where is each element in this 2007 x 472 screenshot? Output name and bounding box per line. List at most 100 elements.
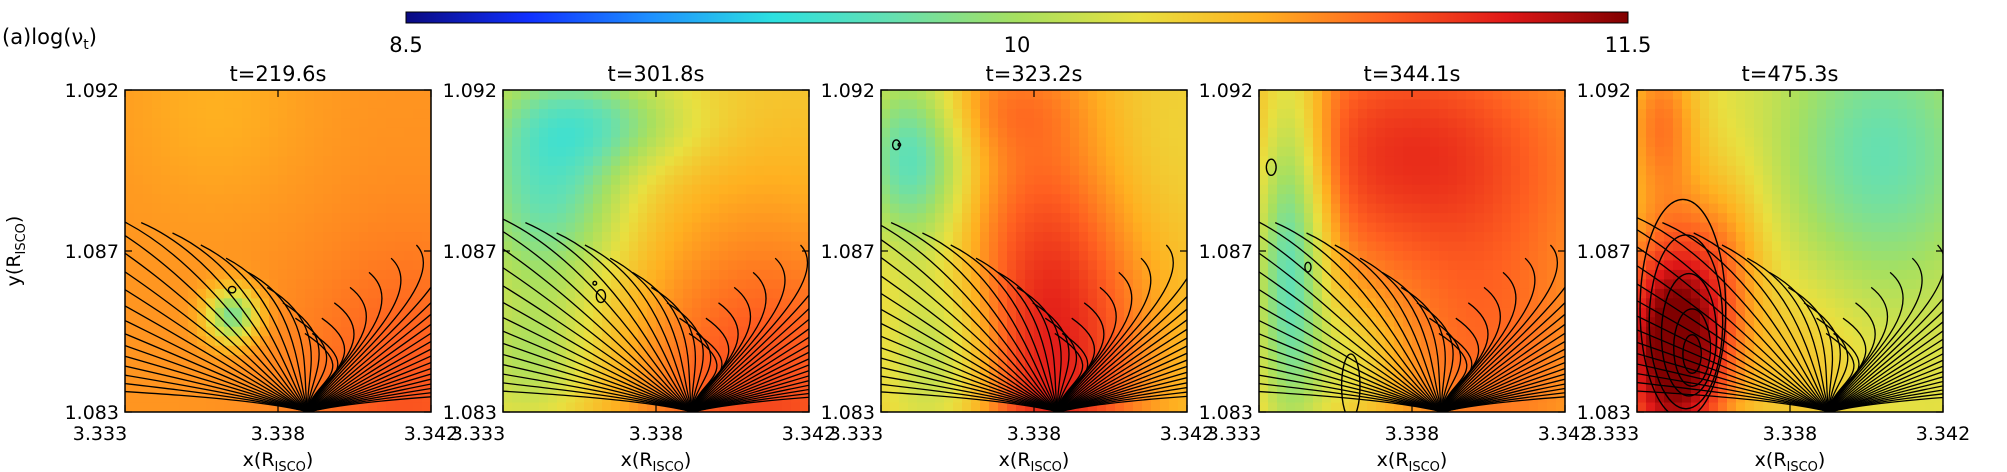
heatmap-cell [233,118,243,129]
heatmap-cell [1088,383,1098,394]
heatmap-cell [557,307,567,318]
heatmap-cell [1034,156,1044,167]
heatmap-cell [1124,127,1134,138]
heatmap-cell [152,307,162,318]
heatmap-cell [1106,232,1116,243]
heatmap-cell [692,156,702,167]
heatmap-cell [1520,355,1530,366]
heatmap-cell [1160,260,1170,271]
heatmap-cell [314,213,324,224]
heatmap-cell [1034,269,1044,281]
heatmap-cell [341,260,351,271]
heatmap-cell [701,241,711,252]
heatmap-cell [593,194,603,205]
heatmap-cell [998,156,1008,167]
heatmap-cell [1313,194,1323,205]
heatmap-cell [1484,288,1494,299]
heatmap-cell [791,251,801,262]
heatmap-cell [1169,269,1179,281]
heatmap-cell [188,393,198,404]
heatmap-cell [998,203,1008,214]
heatmap-cell [1277,402,1287,412]
heatmap-cell [989,260,999,271]
x-tick-label: 3.338 [629,423,683,445]
heatmap-cell [575,175,585,186]
heatmap-cell [1025,241,1035,252]
heatmap-cell [215,90,225,101]
heatmap-cell [314,298,324,309]
heatmap-cell [413,288,423,299]
heatmap-cell [1457,108,1467,120]
heatmap-cell [341,90,351,101]
heatmap-cell [359,260,369,271]
heatmap-cell [539,364,549,375]
heatmap-cell [413,90,423,101]
heatmap-cell [422,374,431,385]
heatmap-cell [575,222,585,233]
heatmap-cell [917,326,927,337]
heatmap-cell [1052,374,1062,385]
heatmap-cell [1484,345,1494,356]
heatmap-cell [1493,90,1503,101]
heatmap-cell [1547,402,1557,412]
heatmap-cell [386,336,396,347]
y-tick-label: 1.092 [1199,80,1253,102]
heatmap-cell [1385,374,1395,385]
heatmap-cell [305,194,315,205]
heatmap-cell [908,269,918,281]
heatmap-cell [296,232,306,243]
heatmap-cell [512,326,522,337]
x-tick-label: 3.342 [404,423,458,445]
heatmap-cell [1295,203,1305,214]
heatmap-cell [602,307,612,318]
heatmap-cell [197,118,207,129]
heatmap-cell [1124,317,1134,328]
heatmap-cell [188,355,198,366]
heatmap-cell [1133,279,1143,290]
heatmap-cell [962,156,972,167]
heatmap-cell [1268,175,1278,186]
heatmap-cell [233,156,243,167]
heatmap-cell [584,288,594,299]
heatmap-cell [170,232,180,243]
heatmap-cell [1286,251,1296,262]
heatmap-cell [674,241,684,252]
heatmap-cell [1412,99,1422,110]
heatmap-cell [638,99,648,110]
heatmap-cell [926,298,936,309]
heatmap-cell [1367,137,1377,148]
heatmap-cell [206,146,216,157]
heatmap-cell [719,307,729,318]
heatmap-cell [998,90,1008,101]
heatmap-cell [800,146,809,157]
heatmap-cell [1052,307,1062,318]
heatmap-cell [899,374,909,385]
heatmap-cell [1466,345,1476,356]
heatmap-cell [1295,326,1305,337]
heatmap-cell [1511,222,1521,233]
heatmap-cell [1133,165,1143,176]
heatmap-cell [1160,298,1170,309]
heatmap-cell [1313,184,1323,195]
heatmap-cell [1637,345,1647,356]
heatmap-cell [143,355,153,366]
heatmap-cell [719,298,729,309]
heatmap-cell [269,184,279,195]
heatmap-cell [503,137,513,148]
heatmap-cell [404,146,414,157]
heatmap-cell [629,307,639,318]
heatmap-cell [422,90,431,101]
heatmap-cell [1043,288,1053,299]
heatmap-cell [683,307,693,318]
heatmap-cell [323,156,333,167]
field-line [503,342,693,412]
heatmap-cell [1268,108,1278,120]
heatmap-cell [728,251,738,262]
heatmap-cell [296,298,306,309]
heatmap-cell [746,326,756,337]
heatmap-cell [1079,317,1089,328]
heatmap-cell [899,393,909,404]
heatmap-cell [341,99,351,110]
heatmap-cell [1394,99,1404,110]
heatmap-cell [350,288,360,299]
